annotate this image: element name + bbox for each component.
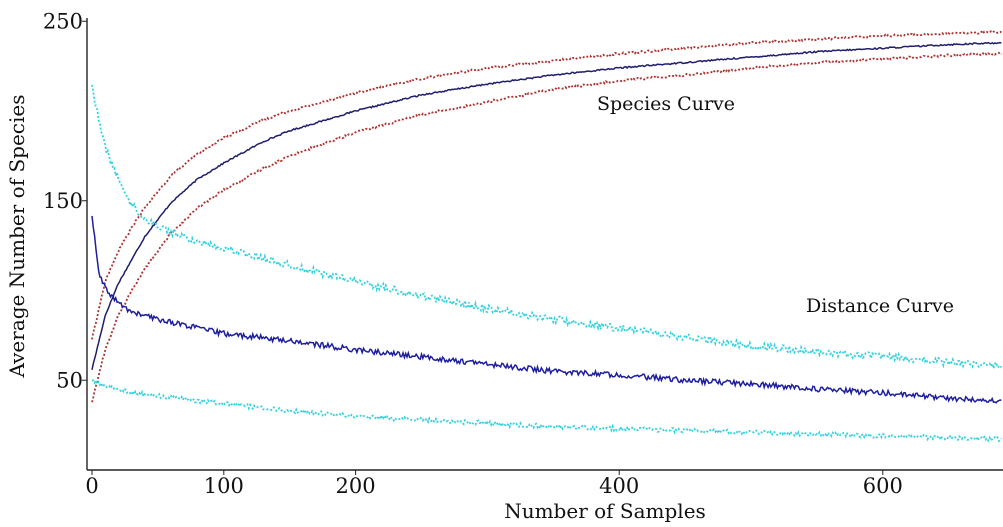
y-tick-label: 250 bbox=[43, 9, 83, 33]
series-line-distance-upper bbox=[91, 84, 1003, 372]
y-axis-label: Average Number of Species bbox=[5, 95, 29, 379]
x-tick-label: 100 bbox=[204, 474, 244, 498]
series-line-species-lower bbox=[91, 51, 1002, 403]
x-tick-label: 0 bbox=[85, 474, 98, 498]
x-axis-label: Number of Samples bbox=[504, 499, 706, 523]
plot-lines bbox=[91, 30, 1003, 443]
y-tick-label: 150 bbox=[43, 189, 83, 213]
series-line-distance-lower bbox=[91, 378, 1003, 443]
tick-layer: 0 100 200 400 600 50 150 250 bbox=[43, 9, 903, 498]
annotation-species-curve: Species Curve bbox=[597, 93, 735, 115]
annotation-distance-curve: Distance Curve bbox=[806, 295, 954, 317]
x-tick-label: 200 bbox=[336, 474, 376, 498]
series-line-distance-mean bbox=[91, 215, 1002, 404]
y-tick-label: 50 bbox=[56, 368, 83, 392]
x-tick-label: 600 bbox=[863, 474, 903, 498]
series-line-species-upper bbox=[91, 30, 1002, 340]
x-tick-label: 400 bbox=[599, 474, 639, 498]
series-line-species-mean bbox=[91, 41, 1002, 370]
